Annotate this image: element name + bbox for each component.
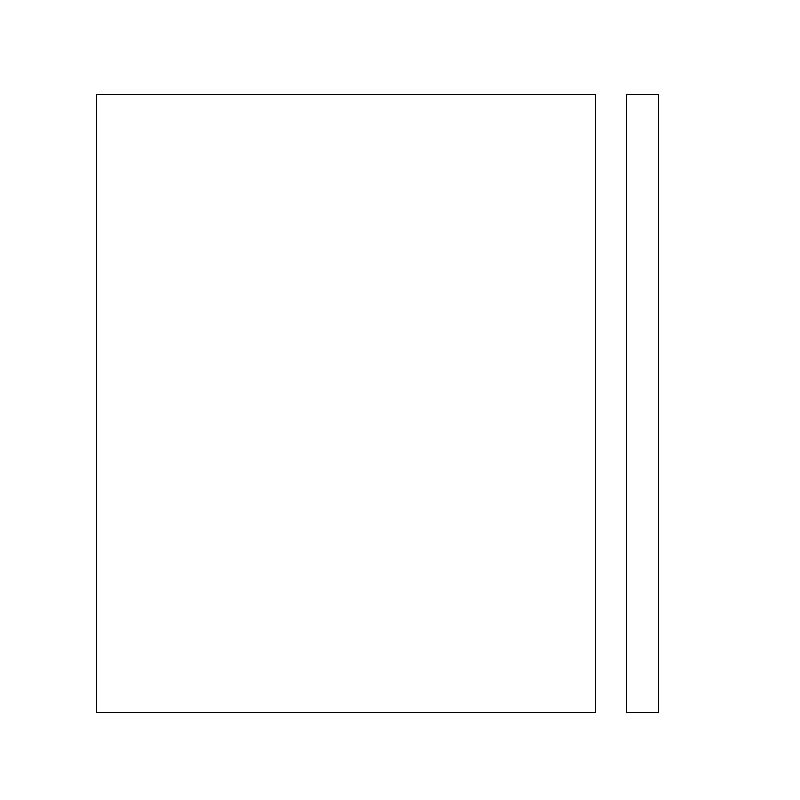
plot-area — [96, 94, 596, 713]
colorbar — [626, 94, 659, 713]
spectrogram-canvas — [97, 95, 595, 712]
colorbar-canvas — [627, 95, 658, 712]
